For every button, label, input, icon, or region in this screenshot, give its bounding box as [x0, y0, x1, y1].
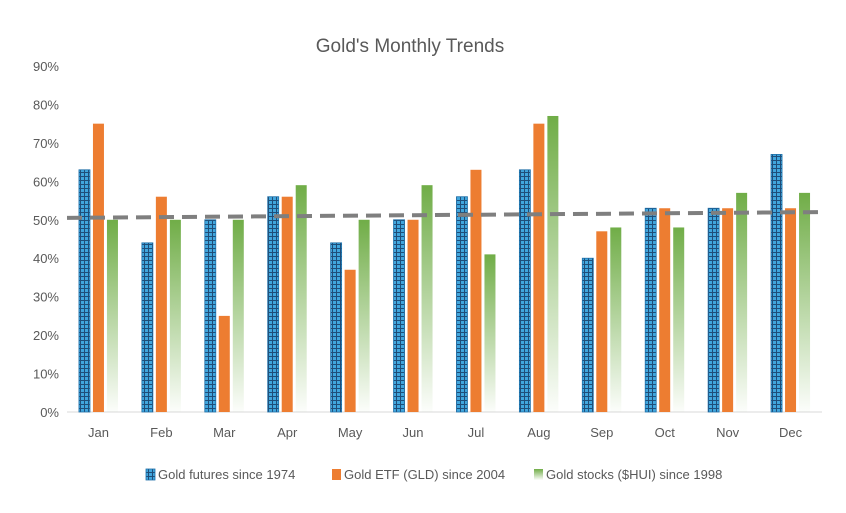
bar-3-mar — [232, 219, 244, 412]
bar-2-aug — [533, 123, 545, 413]
bar-1-apr — [267, 196, 280, 413]
chart-title: Gold's Monthly Trends — [316, 36, 504, 57]
x-axis: Jan Feb Mar Apr May Jun Jul Aug Sep Oct Nov Dec — [88, 425, 803, 440]
y-tick-label: 40% — [33, 251, 59, 266]
y-tick-label: 60% — [33, 174, 59, 189]
bar-2-jan — [92, 123, 104, 413]
bars — [78, 115, 811, 413]
x-tick-label: Apr — [277, 425, 298, 440]
bar-2-mar — [218, 315, 230, 412]
bar-1-dec — [770, 154, 783, 413]
x-tick-label: Sep — [590, 425, 613, 440]
legend-label-1: Gold futures since 1974 — [158, 467, 295, 482]
bar-3-nov — [736, 192, 748, 412]
bar-3-feb — [169, 219, 181, 412]
legend: Gold futures since 1974 Gold ETF (GLD) si… — [145, 467, 722, 482]
bar-3-jun — [421, 185, 433, 412]
x-tick-label: Jun — [403, 425, 424, 440]
bar-1-may — [330, 242, 343, 413]
bar-2-apr — [281, 196, 293, 412]
bar-1-nov — [707, 207, 720, 413]
bar-3-dec — [799, 192, 811, 412]
x-tick-label: Aug — [527, 425, 550, 440]
bar-2-nov — [722, 208, 734, 412]
bar-3-may — [358, 219, 370, 412]
legend-swatch-1 — [145, 468, 156, 481]
y-tick-label: 30% — [33, 290, 59, 305]
y-axis: 0% 10% 20% 30% 40% 50% 60% 70% 80% 90% — [33, 59, 59, 420]
bar-1-aug — [518, 169, 531, 413]
legend-swatch-3 — [534, 469, 543, 480]
bar-2-oct — [659, 208, 671, 412]
x-tick-label: May — [338, 425, 363, 440]
bar-2-jul — [470, 169, 482, 412]
bar-3-aug — [547, 115, 559, 412]
bar-3-apr — [295, 185, 307, 412]
bar-1-jul — [456, 196, 468, 413]
x-tick-label: Dec — [779, 425, 803, 440]
x-tick-label: Feb — [150, 425, 172, 440]
bar-2-dec — [785, 208, 797, 412]
y-tick-label: 20% — [33, 328, 59, 343]
y-tick-label: 80% — [33, 97, 59, 112]
bar-1-sep — [581, 257, 594, 413]
x-tick-label: Jan — [88, 425, 109, 440]
bar-2-jun — [407, 219, 419, 412]
bar-1-oct — [644, 207, 657, 413]
x-tick-label: Jul — [468, 425, 485, 440]
bar-2-sep — [596, 231, 608, 412]
y-tick-label: 90% — [33, 59, 59, 74]
bar-1-jun — [393, 219, 405, 413]
bar-3-jul — [484, 254, 496, 412]
bar-2-may — [344, 269, 356, 412]
y-tick-label: 0% — [40, 405, 59, 420]
bar-2-feb — [155, 196, 167, 412]
bar-1-mar — [204, 219, 217, 413]
bar-1-jan — [78, 169, 91, 413]
trend-line — [66, 210, 823, 220]
y-tick-label: 70% — [33, 136, 59, 151]
bar-3-jan — [106, 219, 118, 412]
y-tick-label: 10% — [33, 367, 59, 382]
x-tick-label: Oct — [655, 425, 676, 440]
bar-3-oct — [673, 227, 685, 412]
x-tick-label: Mar — [213, 425, 236, 440]
legend-label-2: Gold ETF (GLD) since 2004 — [344, 467, 505, 482]
legend-label-3: Gold stocks ($HUI) since 1998 — [546, 467, 722, 482]
y-tick-label: 50% — [33, 213, 59, 228]
bar-3-sep — [610, 227, 622, 412]
x-tick-label: Nov — [716, 425, 740, 440]
legend-swatch-2 — [332, 469, 341, 480]
bar-1-feb — [141, 242, 154, 413]
